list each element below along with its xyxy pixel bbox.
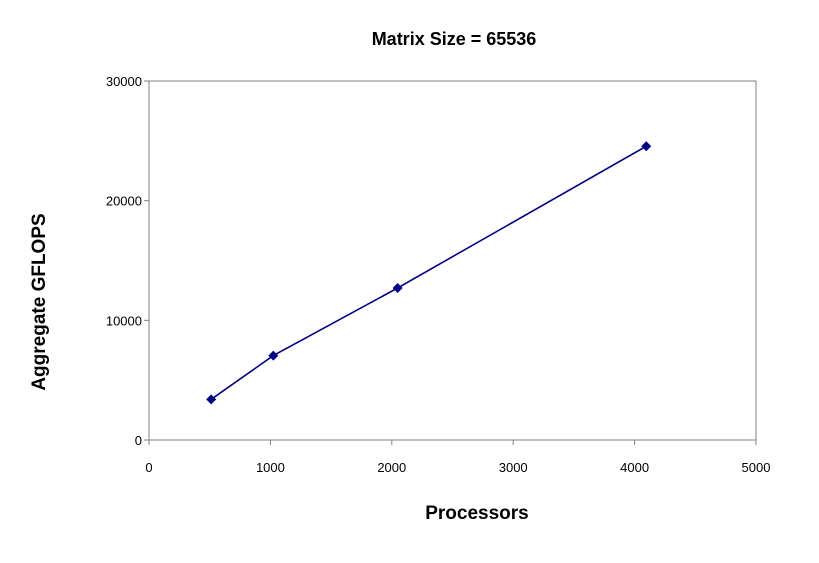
x-tick-label: 4000 (620, 460, 649, 475)
data-point-marker (268, 350, 279, 361)
chart-title: Matrix Size = 65536 (372, 29, 537, 49)
series-group (206, 141, 652, 405)
y-tick-label: 20000 (106, 194, 142, 209)
x-tick-label: 0 (145, 460, 152, 475)
series-line (210, 145, 647, 400)
x-axis-title: Processors (425, 503, 529, 524)
x-tick-label: 3000 (499, 460, 528, 475)
data-point-marker (392, 283, 403, 294)
y-axis-title: Aggregate GFLOPS (29, 213, 50, 390)
y-tick-label: 30000 (106, 74, 142, 89)
x-tick-label: 2000 (377, 460, 406, 475)
y-tick-label: 0 (135, 433, 142, 448)
x-tick-label: 1000 (256, 460, 285, 475)
plot-area (148, 80, 757, 441)
data-point-marker (206, 394, 217, 405)
x-tick-label: 5000 (742, 460, 771, 475)
y-tick-label: 10000 (106, 313, 142, 328)
data-point-marker (641, 141, 652, 152)
x-axis: 0 1000 2000 3000 4000 5000 (145, 439, 771, 475)
y-axis: 0 10000 20000 30000 (106, 74, 150, 448)
